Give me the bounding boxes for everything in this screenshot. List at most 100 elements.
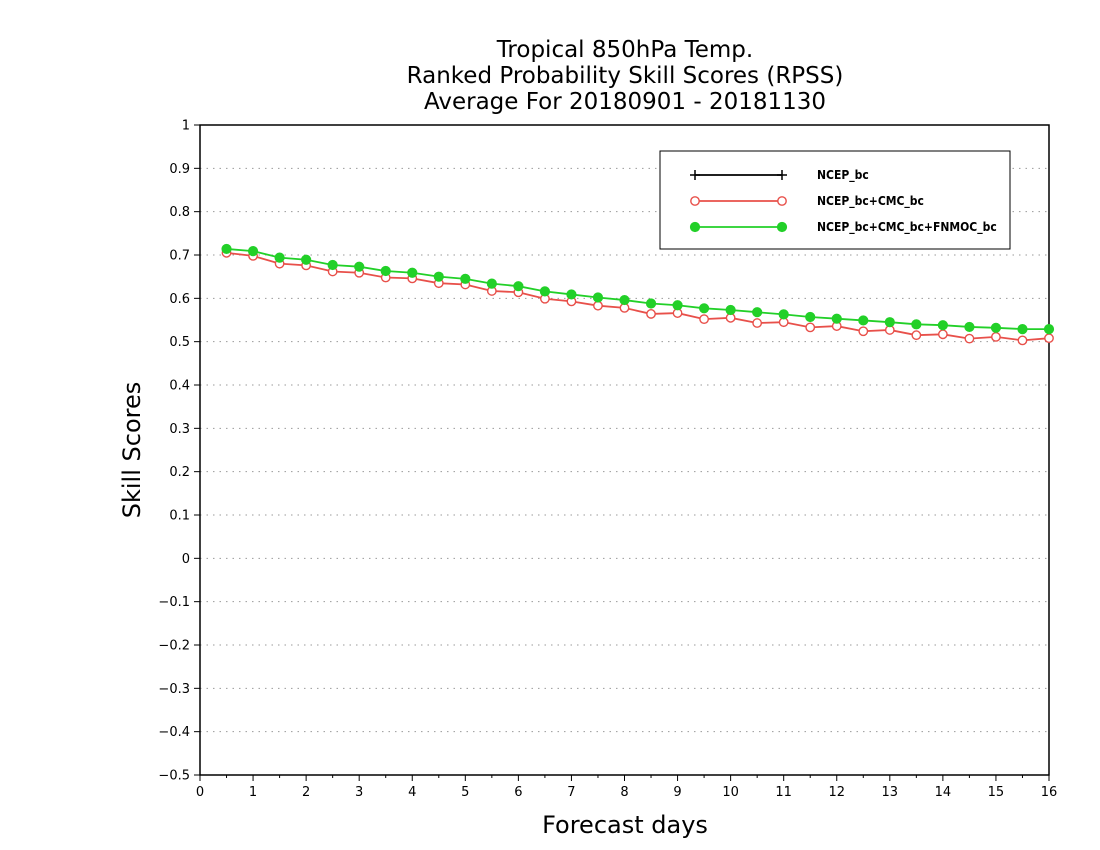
data-point: [752, 318, 763, 328]
data-point: [805, 322, 816, 333]
data-point: [937, 320, 948, 331]
y-tick-label: −0.3: [158, 682, 190, 697]
y-axis-ticks: 1 0.9 0.8 0.7 0.6 0.5 0.4 0.3 0.2 0.1 0 −0.1 −0.2 −0.…: [158, 119, 200, 784]
data-point: [433, 271, 444, 282]
x-axis-label: Forecast days: [542, 811, 708, 839]
series-ncep-bc-cmc-bc: [221, 247, 1054, 346]
data-point: [777, 170, 787, 180]
x-tick-label: 16: [1041, 785, 1058, 800]
y-tick-label: 0.7: [169, 249, 190, 264]
data-point: [354, 261, 365, 272]
x-tick-label: 12: [828, 785, 845, 800]
data-point: [725, 304, 736, 316]
y-tick-label: 0.2: [169, 465, 190, 480]
data-point: [964, 321, 975, 333]
y-tick-label: 1: [182, 119, 190, 134]
data-point: [1017, 335, 1028, 346]
x-tick-label: 1: [249, 785, 257, 800]
x-tick-label: 14: [935, 785, 952, 800]
data-point: [690, 196, 700, 206]
y-tick-label: 0.3: [169, 422, 190, 437]
data-point: [805, 311, 816, 323]
data-point: [698, 303, 710, 314]
x-axis-ticks: 0 1 2 3 4 5 6 7 8 9 10 11 12 13 14 15 16: [196, 775, 1057, 800]
y-tick-label: 0.5: [169, 335, 190, 350]
x-tick-label: 9: [673, 785, 681, 800]
y-tick-label: 0.9: [169, 162, 190, 177]
legend: NCEP_bc NCEP_bc+CMC_bc NCEP_bc+CMC_bc+FNMO…: [659, 150, 1011, 250]
y-tick-label: 0.6: [169, 292, 190, 307]
y-tick-label: −0.4: [158, 725, 190, 740]
data-point: [407, 267, 418, 278]
data-point: [1043, 324, 1055, 335]
data-point: [460, 273, 471, 284]
chart-title-line: Tropical 850hPa Temp.: [496, 37, 753, 63]
data-point: [646, 309, 656, 319]
x-tick-label: 10: [722, 785, 739, 800]
data-point: [486, 278, 497, 289]
legend-label: NCEP_bc+CMC_bc+FNMOC_bc: [817, 220, 997, 235]
data-point: [513, 281, 524, 292]
data-point: [911, 319, 922, 330]
y-tick-label: 0.4: [169, 379, 190, 394]
chart-title-line: Ranked Probability Skill Scores (RPSS): [407, 63, 844, 89]
x-tick-label: 15: [988, 785, 1005, 800]
data-series: [221, 243, 1055, 346]
y-tick-label: 0.1: [169, 509, 190, 524]
data-point: [991, 331, 1001, 342]
data-point: [327, 259, 338, 271]
x-tick-label: 8: [620, 785, 628, 800]
x-tick-label: 0: [196, 785, 204, 800]
data-point: [778, 309, 789, 320]
data-point: [592, 292, 604, 303]
data-point: [274, 252, 285, 263]
data-point: [752, 307, 763, 318]
chart-title-line: Average For 20180901 - 20181130: [424, 89, 826, 115]
data-point: [689, 221, 701, 233]
data-point: [964, 333, 975, 344]
y-tick-label: 0.8: [169, 205, 190, 220]
data-point: [380, 265, 391, 277]
x-tick-label: 4: [408, 785, 416, 800]
data-point: [619, 294, 630, 306]
y-tick-label: −0.5: [158, 769, 190, 784]
data-point: [566, 289, 577, 300]
legend-label: NCEP_bc+CMC_bc: [817, 194, 924, 209]
data-point: [831, 313, 842, 324]
data-point: [1044, 333, 1054, 344]
x-tick-label: 6: [514, 785, 522, 800]
x-tick-label: 5: [461, 785, 469, 800]
data-point: [858, 326, 869, 337]
y-tick-label: −0.2: [158, 639, 190, 654]
data-point: [990, 322, 1002, 333]
data-point: [221, 243, 232, 255]
x-tick-label: 3: [355, 785, 363, 800]
legend-entry: NCEP_bc+CMC_bc: [690, 194, 924, 209]
series-ncep-bc-cmc-bc-fnmoc-bc: [221, 243, 1055, 335]
data-point: [247, 246, 259, 257]
data-point: [1017, 324, 1028, 335]
series-line: [226, 248, 1049, 331]
y-tick-label: −0.1: [158, 595, 190, 610]
x-tick-label: 11: [775, 785, 792, 800]
data-point: [699, 314, 709, 325]
x-tick-label: 7: [567, 785, 575, 800]
data-point: [690, 170, 700, 180]
legend-entry: NCEP_bc: [690, 168, 869, 183]
data-point: [937, 329, 948, 340]
legend-label: NCEP_bc: [817, 168, 869, 183]
legend-box: [659, 150, 1011, 250]
grid-lines: [200, 167, 1049, 733]
data-point: [776, 221, 788, 233]
x-tick-label: 13: [882, 785, 899, 800]
data-point: [777, 196, 787, 206]
data-point: [593, 300, 603, 311]
data-point: [884, 317, 895, 328]
data-point: [645, 298, 657, 309]
y-axis-label: Skill Scores: [118, 382, 146, 519]
data-point: [858, 315, 869, 326]
legend-entry: NCEP_bc+CMC_bc+FNMOC_bc: [689, 220, 997, 235]
x-tick-label: 2: [302, 785, 310, 800]
data-point: [539, 286, 551, 297]
